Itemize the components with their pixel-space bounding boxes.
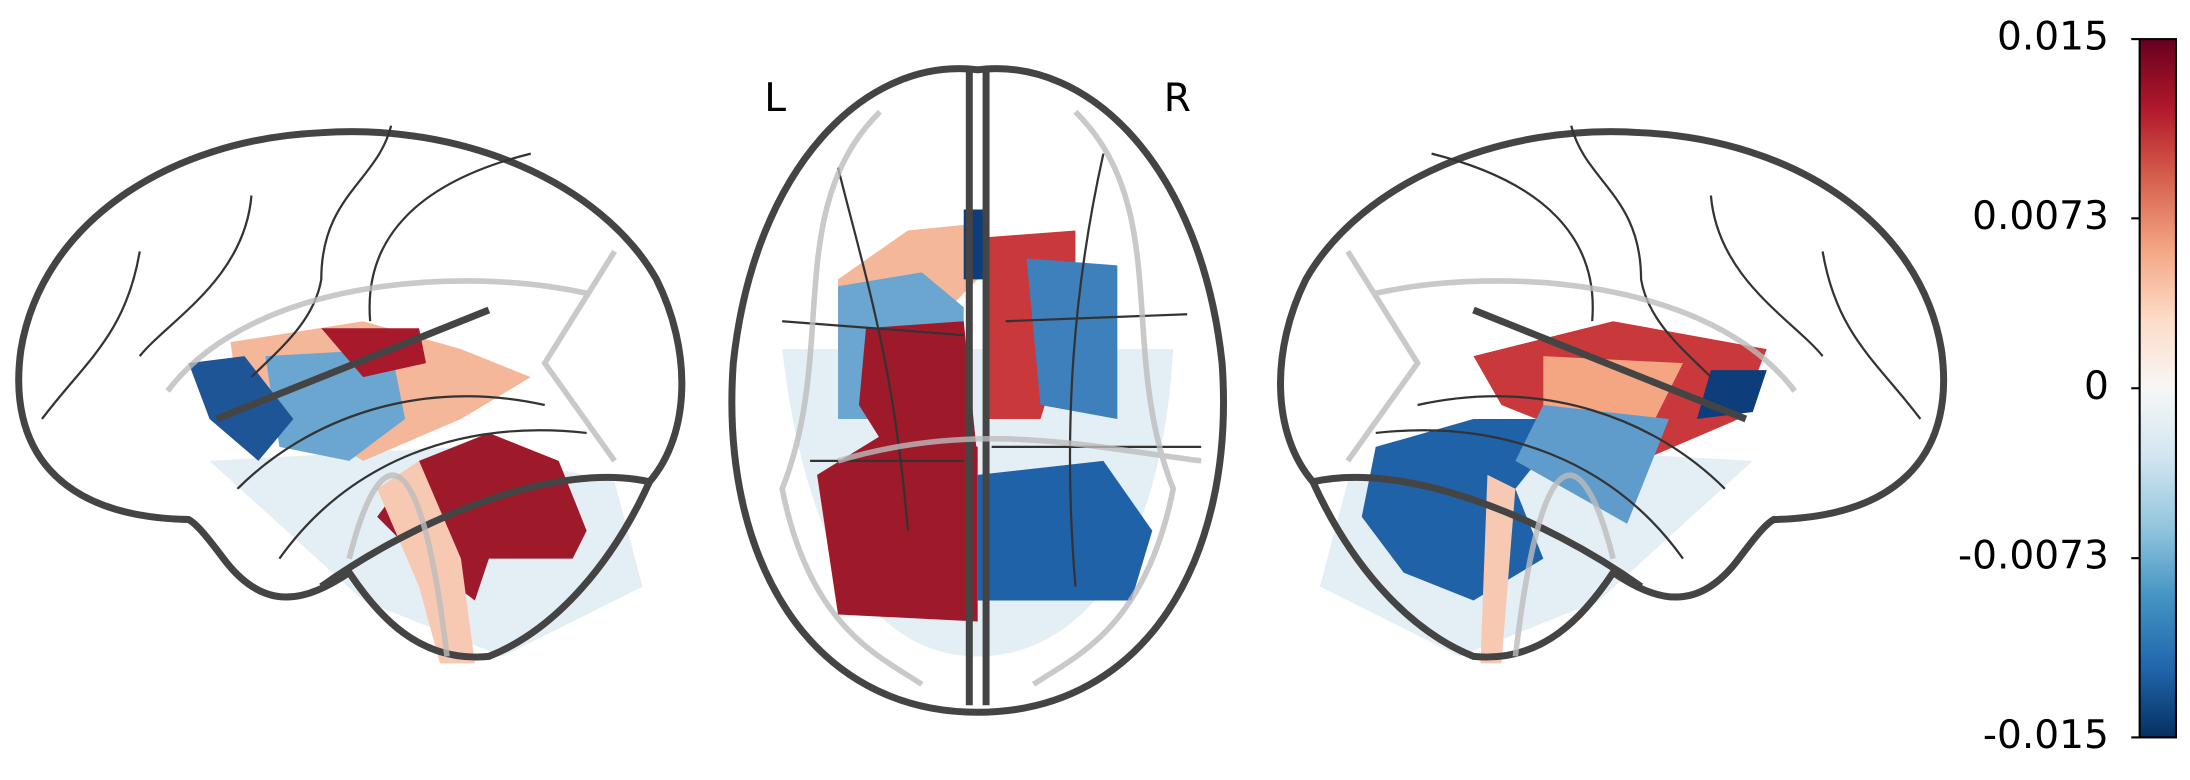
sagittal-left: [15, 125, 686, 664]
sagittal-right: [1277, 125, 1948, 664]
tick-label: 0.0073: [1972, 194, 2109, 239]
axial: L R: [728, 65, 1227, 716]
hemisphere-label: R: [1164, 76, 1191, 121]
tick-label: 0.015: [1997, 15, 2109, 60]
tick-label: 0: [2084, 364, 2109, 409]
colorbar: -0.015 -0.0073 0 0.0073 0.015: [1958, 15, 2178, 758]
colorbar-gradient: [2138, 38, 2178, 739]
tick-label: -0.0073: [1958, 534, 2109, 579]
hemisphere-label: L: [764, 76, 786, 121]
tick-label: -0.015: [1983, 713, 2109, 758]
